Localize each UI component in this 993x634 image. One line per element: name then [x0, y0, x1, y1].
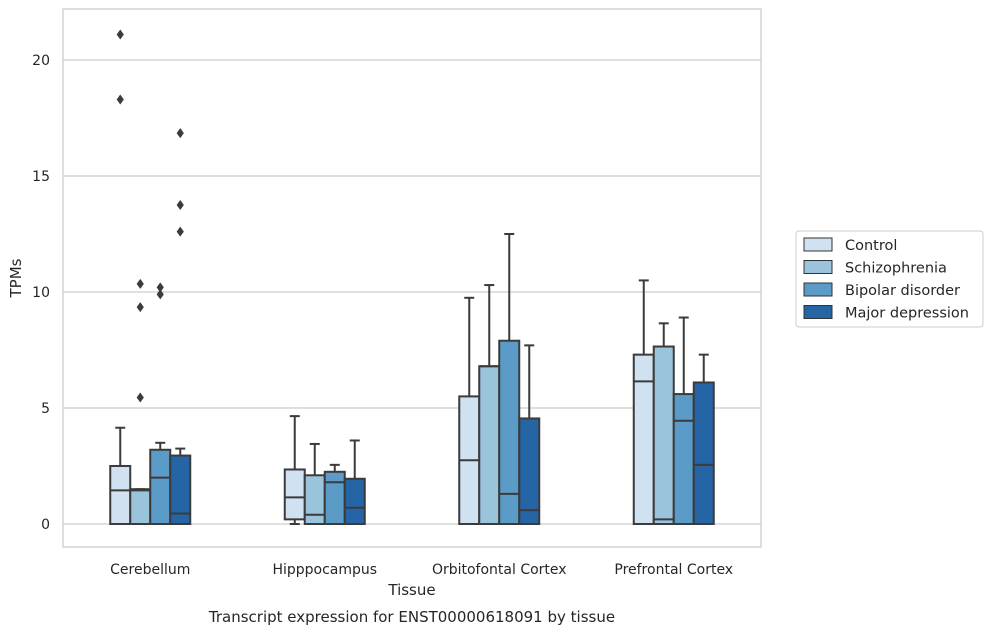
plot-frame — [62, 8, 762, 548]
box — [518, 417, 541, 525]
box — [632, 353, 655, 526]
box — [672, 393, 695, 525]
legend-swatch — [803, 282, 833, 297]
y-axis-title: TPMs — [7, 258, 25, 298]
outlier-point — [176, 128, 184, 139]
legend-swatch — [803, 305, 833, 319]
y-tick-label: 10 — [32, 285, 50, 301]
outlier-point — [156, 282, 164, 293]
legend-swatch — [803, 260, 833, 274]
chart-caption: Transcript expression for ENST0000061809… — [208, 608, 615, 626]
x-axis-title: Tissue — [387, 581, 435, 599]
box — [303, 474, 326, 525]
x-tick-label: Prefrontal Cortex — [614, 562, 733, 578]
y-tick-label: 5 — [41, 401, 50, 417]
y-axis-ticks: 0 5 10 15 20 — [32, 53, 50, 533]
x-tick-label: Hipppocampus — [272, 562, 377, 578]
box — [129, 488, 152, 526]
box-series — [109, 29, 715, 526]
outlier-point — [136, 302, 144, 313]
box — [498, 339, 521, 525]
box — [478, 365, 501, 525]
y-tick-label: 0 — [41, 517, 50, 533]
y-tick-label: 20 — [32, 53, 50, 69]
box — [652, 345, 675, 525]
box — [692, 381, 715, 526]
box — [323, 470, 346, 525]
box — [149, 448, 172, 526]
legend-swatch — [803, 237, 833, 252]
legend-label: Schizophrenia — [845, 261, 947, 277]
outlier-point — [116, 94, 124, 105]
y-tick-label: 15 — [32, 169, 50, 185]
x-tick-label: Cerebellum — [110, 562, 190, 578]
outlier-point — [116, 29, 124, 40]
legend-frame — [795, 230, 984, 328]
outlier-point — [176, 226, 184, 237]
box — [283, 468, 306, 521]
x-tick-label: Orbitofontal Cortex — [432, 562, 567, 578]
x-axis-ticks: Cerebellum Hipppocampus Orbitofontal Corte… — [110, 562, 733, 578]
outlier-point — [136, 278, 144, 289]
legend: Control Schizophrenia Bipolar disorder Majo… — [795, 230, 984, 328]
legend-label: Control — [845, 238, 897, 254]
outlier-point — [156, 289, 164, 300]
outlier-point — [136, 392, 144, 403]
box — [109, 465, 132, 525]
box — [343, 477, 366, 526]
box — [169, 454, 192, 525]
legend-label: Bipolar disorder — [845, 283, 960, 299]
legend-label: Major depression — [845, 306, 969, 322]
outlier-point — [176, 200, 184, 210]
